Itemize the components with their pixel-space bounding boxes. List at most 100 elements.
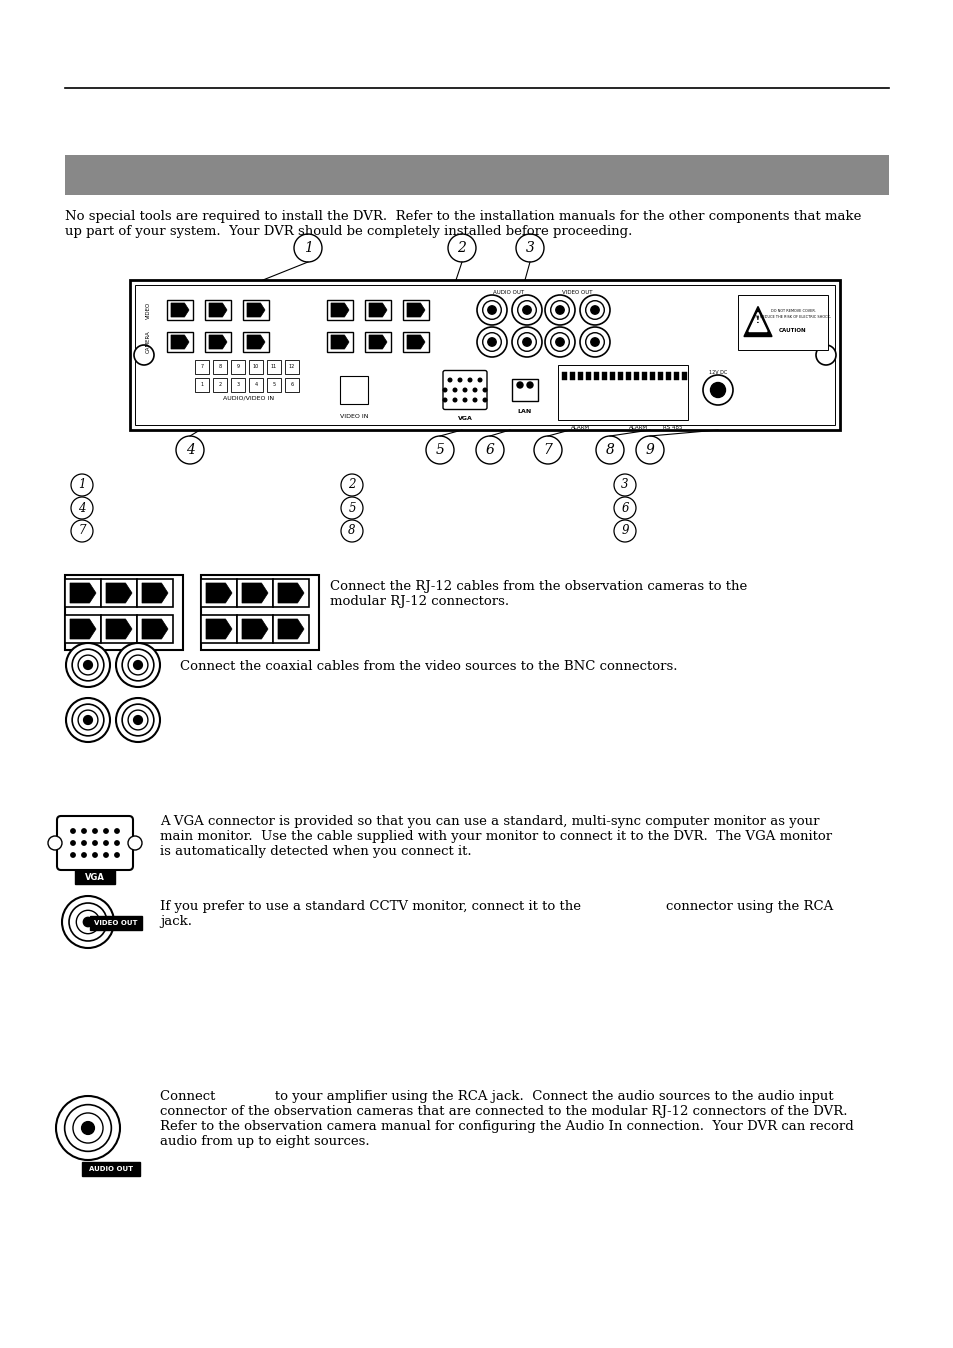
Circle shape xyxy=(590,338,598,346)
Circle shape xyxy=(487,338,496,346)
Text: 3: 3 xyxy=(620,479,628,492)
Text: Connect the coaxial cables from the video sources to the BNC connectors.: Connect the coaxial cables from the vide… xyxy=(180,661,677,673)
FancyBboxPatch shape xyxy=(658,372,662,380)
Text: ALARM: ALARM xyxy=(628,425,647,430)
FancyBboxPatch shape xyxy=(273,615,309,643)
FancyBboxPatch shape xyxy=(339,376,368,404)
FancyBboxPatch shape xyxy=(101,615,137,643)
FancyBboxPatch shape xyxy=(213,360,227,373)
Circle shape xyxy=(426,435,454,464)
FancyBboxPatch shape xyxy=(641,372,646,380)
Circle shape xyxy=(453,388,456,392)
Circle shape xyxy=(476,328,506,357)
FancyBboxPatch shape xyxy=(205,332,231,352)
Text: 6: 6 xyxy=(620,501,628,515)
FancyBboxPatch shape xyxy=(601,372,606,380)
Circle shape xyxy=(526,381,533,388)
FancyBboxPatch shape xyxy=(609,372,615,380)
FancyBboxPatch shape xyxy=(137,580,172,607)
Text: 10: 10 xyxy=(253,364,259,369)
FancyBboxPatch shape xyxy=(512,379,537,400)
FancyBboxPatch shape xyxy=(365,332,391,352)
Circle shape xyxy=(590,306,598,314)
FancyBboxPatch shape xyxy=(90,917,142,930)
FancyBboxPatch shape xyxy=(558,365,687,421)
Text: VIDEO IN: VIDEO IN xyxy=(339,414,368,419)
FancyBboxPatch shape xyxy=(213,377,227,392)
Text: TO REDUCE THE RISK OF ELECTRIC SHOCK,: TO REDUCE THE RISK OF ELECTRIC SHOCK, xyxy=(754,315,831,319)
Text: 5: 5 xyxy=(436,443,444,457)
FancyBboxPatch shape xyxy=(231,377,245,392)
Circle shape xyxy=(104,853,108,857)
Circle shape xyxy=(596,435,623,464)
Circle shape xyxy=(82,1122,94,1135)
Polygon shape xyxy=(277,619,304,639)
Text: 7: 7 xyxy=(200,364,203,369)
Circle shape xyxy=(448,235,476,262)
FancyBboxPatch shape xyxy=(249,360,263,373)
Circle shape xyxy=(477,379,481,381)
Polygon shape xyxy=(142,582,168,603)
FancyBboxPatch shape xyxy=(194,360,209,373)
Circle shape xyxy=(512,295,541,325)
Circle shape xyxy=(66,643,110,687)
Circle shape xyxy=(614,497,636,519)
Text: 2: 2 xyxy=(348,479,355,492)
Text: 9: 9 xyxy=(620,524,628,538)
Circle shape xyxy=(522,306,531,314)
Polygon shape xyxy=(142,619,168,639)
Text: 8: 8 xyxy=(605,443,614,457)
Circle shape xyxy=(48,836,62,851)
Polygon shape xyxy=(209,336,227,349)
Circle shape xyxy=(453,398,456,402)
FancyBboxPatch shape xyxy=(137,615,172,643)
Circle shape xyxy=(468,379,472,381)
FancyBboxPatch shape xyxy=(681,372,686,380)
FancyBboxPatch shape xyxy=(402,301,429,319)
Circle shape xyxy=(579,295,609,325)
Text: LAN: LAN xyxy=(517,408,532,414)
Polygon shape xyxy=(106,619,132,639)
Circle shape xyxy=(340,474,363,496)
Circle shape xyxy=(614,520,636,542)
FancyBboxPatch shape xyxy=(649,372,655,380)
FancyBboxPatch shape xyxy=(249,377,263,392)
FancyBboxPatch shape xyxy=(130,280,840,430)
Polygon shape xyxy=(369,336,387,349)
Polygon shape xyxy=(171,336,189,349)
Circle shape xyxy=(92,853,97,857)
Text: VGA: VGA xyxy=(457,415,472,421)
Polygon shape xyxy=(70,619,96,639)
Circle shape xyxy=(133,345,153,365)
FancyBboxPatch shape xyxy=(236,615,273,643)
FancyBboxPatch shape xyxy=(243,332,269,352)
Circle shape xyxy=(556,338,563,346)
Text: 2: 2 xyxy=(457,241,466,255)
Polygon shape xyxy=(106,582,132,603)
Text: 7: 7 xyxy=(543,443,552,457)
Text: 3: 3 xyxy=(525,241,534,255)
Polygon shape xyxy=(277,582,304,603)
Circle shape xyxy=(133,661,142,670)
Circle shape xyxy=(534,435,561,464)
Text: Connect the RJ-12 cables from the observation cameras to the
modular RJ-12 conne: Connect the RJ-12 cables from the observ… xyxy=(330,580,746,608)
FancyBboxPatch shape xyxy=(167,332,193,352)
Text: Connect              to your amplifier using the RCA jack.  Connect the audio so: Connect to your amplifier using the RCA … xyxy=(160,1091,853,1148)
Circle shape xyxy=(82,829,86,833)
Circle shape xyxy=(517,381,522,388)
Circle shape xyxy=(82,841,86,845)
FancyBboxPatch shape xyxy=(201,615,236,643)
FancyBboxPatch shape xyxy=(267,360,281,373)
FancyBboxPatch shape xyxy=(273,580,309,607)
Circle shape xyxy=(71,853,75,857)
Circle shape xyxy=(71,520,92,542)
FancyBboxPatch shape xyxy=(561,372,566,380)
FancyBboxPatch shape xyxy=(167,301,193,319)
Circle shape xyxy=(56,1096,120,1161)
Circle shape xyxy=(473,398,476,402)
Polygon shape xyxy=(247,336,265,349)
Text: CAUTION: CAUTION xyxy=(779,328,806,333)
Circle shape xyxy=(116,698,160,741)
FancyBboxPatch shape xyxy=(65,155,888,195)
FancyBboxPatch shape xyxy=(569,372,575,380)
